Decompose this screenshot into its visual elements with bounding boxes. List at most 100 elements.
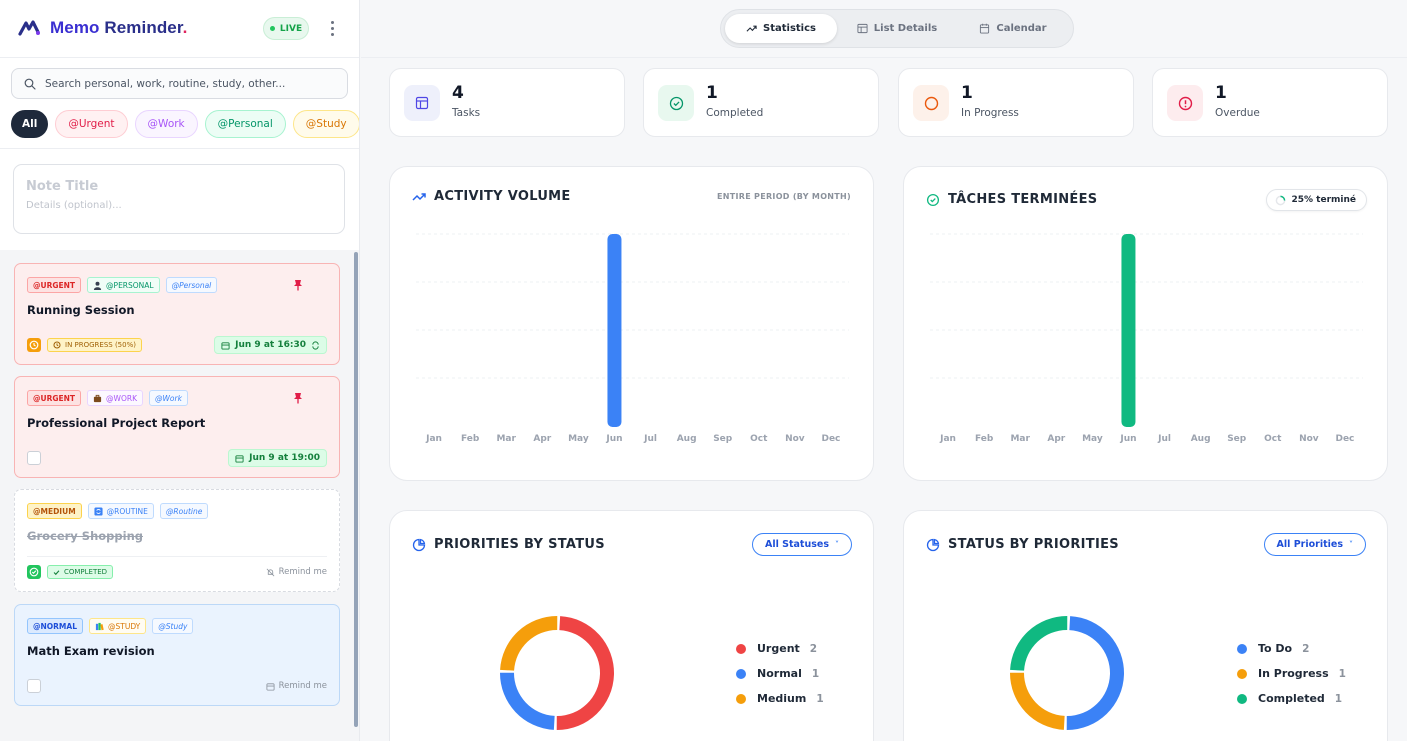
calendar-icon xyxy=(235,454,244,463)
more-options-icon[interactable] xyxy=(327,18,337,38)
stat-card-completed: 1 Completed xyxy=(643,68,879,137)
x-tick-label: Dec xyxy=(1335,434,1354,444)
briefcase-icon xyxy=(93,394,102,402)
legend-swatch xyxy=(1237,643,1247,654)
stat-value: 1 xyxy=(1215,83,1227,103)
legend-swatch xyxy=(736,668,746,679)
note-card[interactable]: @NORMAL @STUDY @Study Math Exam revision… xyxy=(14,604,340,706)
brand[interactable]: Memo Reminder. xyxy=(18,18,187,38)
donut-slice[interactable] xyxy=(500,672,555,730)
x-tick-label: Oct xyxy=(1264,434,1282,444)
donut-slice[interactable] xyxy=(556,616,615,730)
stat-card-overdue: 1 Overdue xyxy=(1152,68,1388,137)
x-tick-label: Sep xyxy=(1227,434,1247,444)
note-details-input[interactable] xyxy=(26,200,326,211)
donut-slice[interactable] xyxy=(1010,616,1068,671)
filter-all[interactable]: All xyxy=(11,110,49,138)
due-date[interactable]: Jun 9 at 19:00 xyxy=(228,449,327,467)
x-tick-label: Oct xyxy=(750,434,768,444)
note-title-input[interactable] xyxy=(26,179,326,194)
check-icon xyxy=(53,569,60,575)
x-tick-label: Feb xyxy=(975,434,994,444)
stat-value: 4 xyxy=(452,83,464,103)
priorities-by-status-panel: PRIORITIES BY STATUS All Statuses ˅ Urgen… xyxy=(389,510,874,741)
legend-label: To Do xyxy=(1258,642,1293,655)
view-tabs: Statistics List Details Calendar xyxy=(720,9,1074,48)
search-box[interactable] xyxy=(11,68,348,99)
complete-checkbox[interactable] xyxy=(27,679,41,693)
circle-icon xyxy=(913,85,949,121)
legend-item[interactable]: Urgent 2 xyxy=(736,642,824,655)
category-tag: @PERSONAL xyxy=(87,277,160,293)
donut-slice[interactable] xyxy=(500,616,558,671)
context-tag: @Study xyxy=(152,618,194,634)
filter-personal[interactable]: @Personal xyxy=(204,110,286,138)
filter-study[interactable]: @Study xyxy=(292,110,359,138)
due-date[interactable]: Jun 9 at 16:30 xyxy=(214,336,327,354)
legend-label: Medium xyxy=(757,692,807,705)
x-tick-label: Jul xyxy=(643,434,657,444)
filter-urgent[interactable]: @Urgent xyxy=(55,110,128,138)
period-label: ENTIRE PERIOD (BY MONTH) xyxy=(716,192,851,201)
stat-value: 1 xyxy=(961,83,973,103)
legend-item[interactable]: Normal 1 xyxy=(736,667,824,680)
context-tag: @Personal xyxy=(165,277,218,293)
legend-item[interactable]: Medium 1 xyxy=(736,692,824,705)
note-title: Professional Project Report xyxy=(27,416,206,430)
filter-chips: All @Urgent @Work @Personal @Study xyxy=(11,110,359,138)
donut-slice[interactable] xyxy=(1010,672,1065,730)
filter-work[interactable]: @Work xyxy=(134,110,198,138)
status-badge: COMPLETED xyxy=(47,565,114,579)
bar[interactable] xyxy=(1121,234,1136,427)
legend-swatch xyxy=(1237,668,1247,679)
remind-me-button[interactable]: Remind me xyxy=(266,567,327,577)
pie-chart-icon xyxy=(926,538,940,551)
live-badge: LIVE xyxy=(263,17,309,40)
completion-badge: 25% terminé xyxy=(1265,189,1367,211)
pin-icon[interactable] xyxy=(293,392,303,404)
chart-legend: To Do 2 In Progress 1 Completed 1 xyxy=(1237,642,1346,705)
status-filter-dropdown[interactable]: All Statuses ˅ xyxy=(751,533,852,556)
tab-list-details[interactable]: List Details xyxy=(837,14,957,43)
pin-icon[interactable] xyxy=(293,279,303,291)
priorities-donut-chart xyxy=(500,616,615,730)
clock-icon xyxy=(53,341,61,349)
app-title: Memo Reminder. xyxy=(50,18,188,37)
remind-me-button[interactable]: Remind me xyxy=(266,681,327,691)
clock-icon[interactable] xyxy=(27,338,41,352)
panel-title: PRIORITIES BY STATUS xyxy=(412,537,605,552)
note-card[interactable]: @URGENT @WORK @Work Professional Project… xyxy=(14,376,340,478)
trend-icon xyxy=(412,192,426,201)
priority-tag: @NORMAL xyxy=(27,618,83,634)
scrollbar[interactable] xyxy=(354,252,358,727)
complete-checkbox[interactable] xyxy=(27,451,41,465)
legend-item[interactable]: To Do 2 xyxy=(1237,642,1346,655)
divider xyxy=(27,556,327,557)
trend-icon xyxy=(746,25,757,32)
panel-title: STATUS BY PRIORITIES xyxy=(926,537,1119,552)
note-card[interactable]: @MEDIUM @ROUTINE @Routine Grocery Shoppi… xyxy=(14,489,340,592)
new-note-form xyxy=(13,164,345,234)
legend-count: 2 xyxy=(809,642,818,655)
tab-statistics[interactable]: Statistics xyxy=(725,14,837,43)
legend-count: 1 xyxy=(1338,667,1346,680)
check-icon[interactable] xyxy=(27,565,41,579)
x-tick-label: Nov xyxy=(1299,434,1319,444)
legend-item[interactable]: In Progress 1 xyxy=(1237,667,1346,680)
note-card[interactable]: @URGENT @PERSONAL @Personal Running Sess… xyxy=(14,263,340,365)
x-tick-label: Jan xyxy=(939,434,956,444)
donut-slice[interactable] xyxy=(1066,616,1125,730)
note-title: Grocery Shopping xyxy=(27,529,143,543)
divider xyxy=(0,148,359,149)
bell-off-icon xyxy=(266,568,274,576)
x-tick-label: Jul xyxy=(1157,434,1171,444)
search-input[interactable] xyxy=(45,77,335,90)
alert-icon xyxy=(1167,85,1203,121)
priority-filter-dropdown[interactable]: All Priorities ˅ xyxy=(1263,533,1366,556)
legend-item[interactable]: Completed 1 xyxy=(1237,692,1346,705)
note-title: Math Exam revision xyxy=(27,644,155,658)
tab-calendar[interactable]: Calendar xyxy=(957,14,1069,43)
bar[interactable] xyxy=(607,234,622,427)
status-badge: IN PROGRESS (50%) xyxy=(47,338,142,352)
stat-label: In Progress xyxy=(961,107,1019,119)
